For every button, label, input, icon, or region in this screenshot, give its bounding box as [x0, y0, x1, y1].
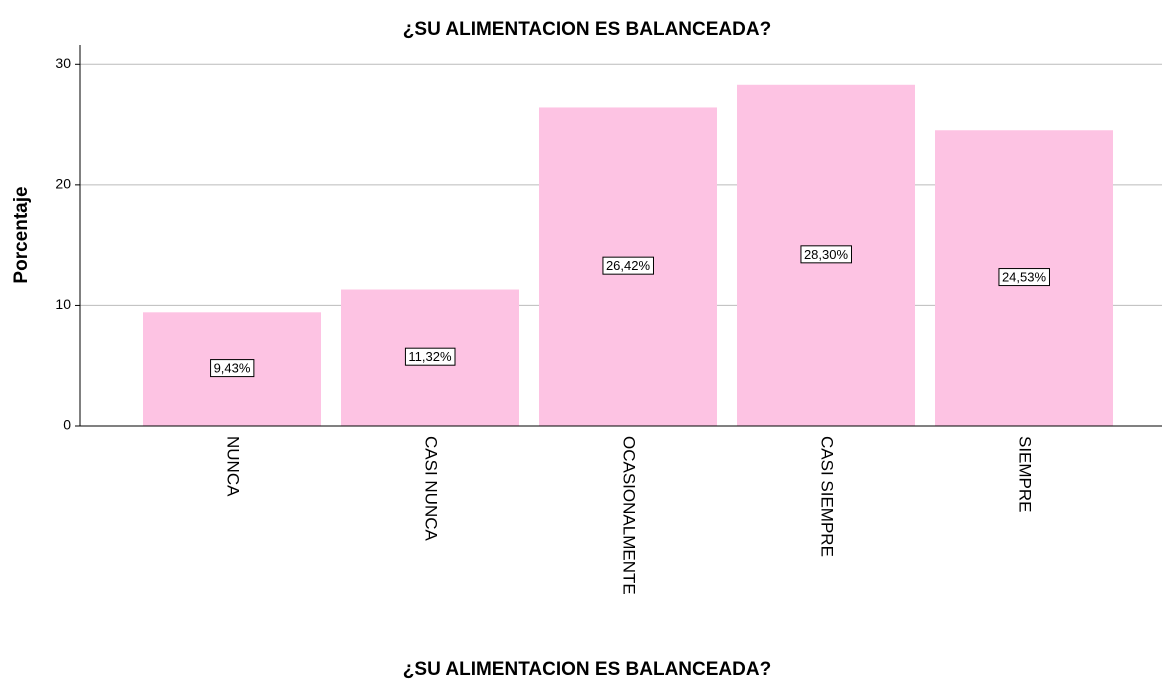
value-label: 24,53%: [1002, 270, 1047, 285]
x-axis-title: ¿SU ALIMENTACION ES BALANCEADA?: [403, 659, 771, 680]
value-label: 26,42%: [606, 258, 651, 273]
x-tick-label: CASI NUNCA: [422, 436, 441, 542]
y-tick-label: 20: [55, 176, 71, 192]
value-label: 9,43%: [214, 361, 251, 376]
y-tick-label: 30: [55, 55, 71, 71]
y-tick-label: 0: [63, 417, 71, 433]
x-tick-label: NUNCA: [224, 436, 243, 497]
chart-title: ¿SU ALIMENTACION ES BALANCEADA?: [403, 19, 771, 40]
value-label: 28,30%: [804, 247, 849, 262]
value-label-box: [602, 256, 654, 275]
y-tick-label: 10: [55, 296, 71, 312]
y-axis-title: Porcentaje: [11, 186, 32, 283]
value-label: 11,32%: [408, 349, 452, 364]
value-label-box: [210, 359, 255, 378]
x-tick-label: SIEMPRE: [1016, 436, 1035, 513]
value-label-box: [800, 245, 852, 264]
value-label-box: [998, 268, 1050, 287]
value-label-box: [404, 347, 456, 366]
x-tick-label: CASI SIEMPRE: [818, 436, 837, 557]
x-tick-label: OCASIONALMENTE: [620, 436, 639, 595]
